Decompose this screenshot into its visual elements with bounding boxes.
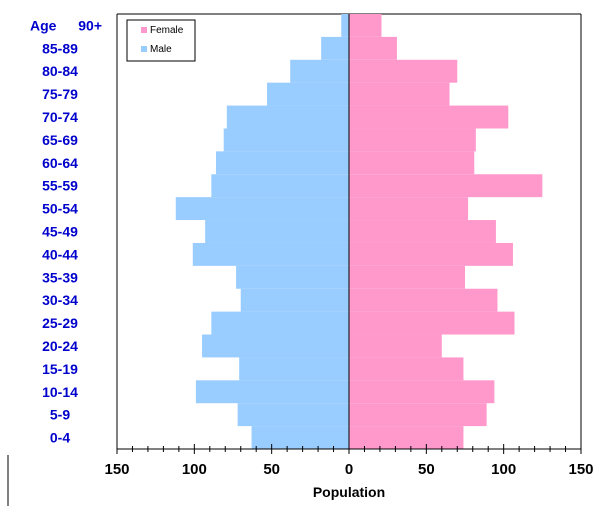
y-tick-label: 25-29 — [42, 315, 78, 331]
bar-male-5-9 — [237, 403, 349, 427]
bar-female-65-69 — [349, 128, 476, 152]
y-tick-label: 30-34 — [42, 292, 78, 308]
bar-female-70-74 — [349, 105, 509, 129]
y-tick-label: 60-64 — [42, 155, 78, 171]
y-tick-label: 65-69 — [42, 132, 78, 148]
y-tick-label: 45-49 — [42, 224, 78, 240]
bar-male-50-54 — [175, 197, 349, 221]
bar-female-10-14 — [349, 380, 495, 404]
bar-male-70-74 — [226, 105, 349, 129]
bar-female-5-9 — [349, 403, 487, 427]
bar-female-80-84 — [349, 59, 458, 83]
x-tick-label: 50 — [263, 461, 280, 478]
bar-male-80-84 — [290, 59, 349, 83]
bar-male-60-64 — [215, 151, 349, 175]
legend-box — [126, 19, 196, 62]
bar-male-35-39 — [236, 265, 349, 289]
bar-female-20-24 — [349, 334, 442, 358]
bar-female-25-29 — [349, 311, 515, 335]
bar-female-40-44 — [349, 242, 513, 266]
chart-legend: Female Male — [126, 19, 196, 62]
y-tick-label: 70-74 — [42, 109, 78, 125]
legend-label-female: Female — [150, 25, 184, 36]
bar-male-30-34 — [240, 288, 349, 312]
y-tick-label: 0-4 — [50, 430, 70, 446]
bar-male-75-79 — [267, 82, 349, 106]
bar-male-65-69 — [223, 128, 349, 152]
y-tick-label: 85-89 — [42, 40, 78, 56]
y-tick-label: 20-24 — [42, 338, 78, 354]
bar-male-20-24 — [202, 334, 349, 358]
y-tick-label: 90+ — [78, 17, 102, 33]
x-tick-label: 150 — [568, 461, 593, 478]
bar-female-55-59 — [349, 174, 543, 198]
x-tick-label: 50 — [418, 461, 435, 478]
x-tick-label: 100 — [182, 461, 207, 478]
y-tick-label: 75-79 — [42, 86, 78, 102]
bar-female-60-64 — [349, 151, 475, 175]
bar-female-90+ — [349, 14, 382, 37]
y-tick-label: 40-44 — [42, 246, 78, 262]
x-tick-label: 0 — [345, 461, 353, 478]
bar-male-40-44 — [192, 242, 349, 266]
x-axis-label: Population — [313, 484, 385, 500]
bar-female-35-39 — [349, 265, 465, 289]
bar-female-0-4 — [349, 426, 464, 449]
bar-male-15-19 — [239, 357, 349, 381]
y-tick-label: 55-59 — [42, 178, 78, 194]
bar-male-0-4 — [251, 426, 349, 449]
bar-female-15-19 — [349, 357, 464, 381]
y-tick-label: 50-54 — [42, 201, 78, 217]
bar-female-85-89 — [349, 36, 397, 60]
legend-swatch-male — [141, 46, 147, 52]
bar-male-10-14 — [195, 380, 349, 404]
y-tick-label: 80-84 — [42, 63, 78, 79]
bar-male-25-29 — [211, 311, 349, 335]
x-tick-label: 150 — [104, 461, 129, 478]
y-axis-label: Age — [30, 17, 57, 33]
bar-female-50-54 — [349, 197, 469, 221]
bar-female-30-34 — [349, 288, 498, 312]
bar-male-90+ — [341, 14, 349, 37]
y-tick-label: 35-39 — [42, 269, 78, 285]
legend-swatch-female — [141, 27, 147, 33]
y-tick-label: 15-19 — [42, 361, 78, 377]
bar-female-75-79 — [349, 82, 450, 106]
bar-male-45-49 — [205, 220, 349, 243]
y-tick-label: 10-14 — [42, 384, 78, 400]
bar-female-45-49 — [349, 220, 496, 243]
y-tick-label: 5-9 — [50, 407, 70, 423]
bar-male-85-89 — [321, 36, 349, 60]
bar-male-55-59 — [211, 174, 349, 198]
x-tick-label: 100 — [491, 461, 516, 478]
legend-label-male: Male — [150, 44, 172, 55]
